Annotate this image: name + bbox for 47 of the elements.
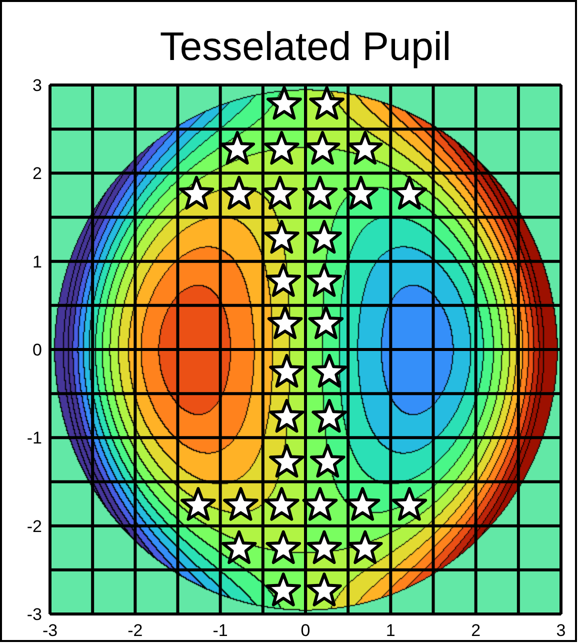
point <box>306 530 342 564</box>
point <box>306 572 342 606</box>
point <box>223 487 258 521</box>
point <box>312 354 348 388</box>
y-tick-label: 0 <box>32 340 42 360</box>
point <box>264 220 300 254</box>
x-tick-label: 1 <box>386 621 396 640</box>
point <box>221 176 257 210</box>
y-tick-label: 3 <box>32 76 42 95</box>
point <box>269 354 304 388</box>
point <box>306 263 342 297</box>
point <box>309 86 344 120</box>
point <box>220 130 256 165</box>
x-tick-label: -1 <box>212 621 228 640</box>
y-tick-label: 2 <box>32 164 42 184</box>
y-tick-label: -1 <box>26 428 42 448</box>
point <box>269 444 304 478</box>
point <box>262 176 298 210</box>
x-tick-label: -2 <box>128 621 143 640</box>
point <box>178 176 214 210</box>
x-tick-label: 2 <box>471 621 481 640</box>
point <box>343 176 379 210</box>
point <box>180 487 216 521</box>
point <box>264 130 300 165</box>
point <box>269 398 304 433</box>
point <box>344 487 380 521</box>
point <box>266 530 302 564</box>
point <box>310 444 346 478</box>
point <box>221 530 257 564</box>
chart-title: Tesselated Pupil <box>160 25 452 69</box>
point <box>306 220 342 254</box>
y-tick-label: -2 <box>26 516 42 536</box>
point <box>308 305 344 340</box>
x-tick-label: 0 <box>300 621 310 640</box>
x-tick-label: 3 <box>556 621 566 640</box>
point <box>264 487 300 521</box>
point <box>266 263 302 297</box>
point <box>302 487 338 521</box>
point <box>266 86 302 120</box>
point <box>392 487 428 521</box>
y-tick-label: -3 <box>26 605 42 624</box>
point <box>312 398 348 433</box>
y-tick-label: 1 <box>32 252 42 272</box>
point <box>267 305 303 340</box>
point <box>302 176 338 210</box>
point <box>392 176 428 210</box>
point <box>266 572 302 606</box>
